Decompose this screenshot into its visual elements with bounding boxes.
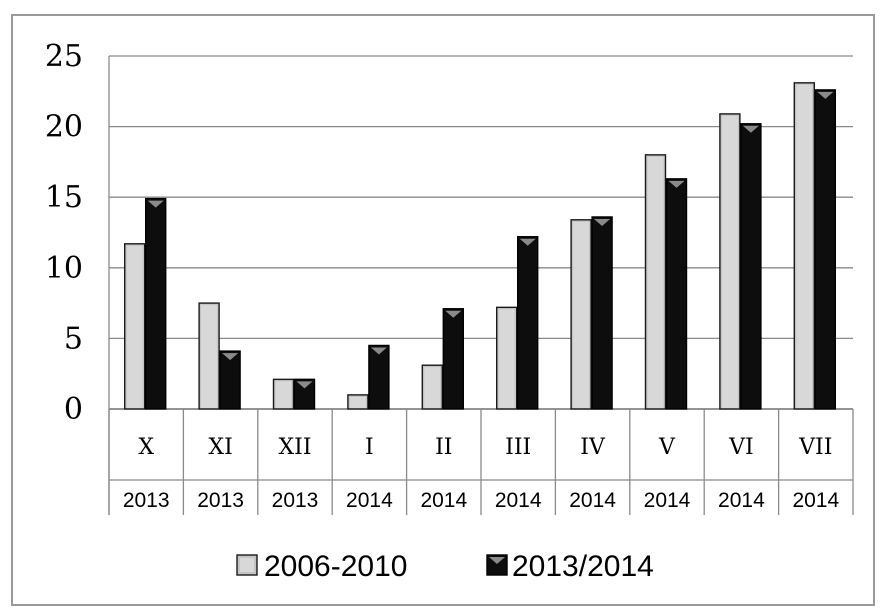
- x-year-label-7: 2014: [644, 489, 691, 512]
- bar-highlight-X: [126, 245, 143, 408]
- bar-bevel-V: [668, 180, 685, 188]
- y-tick-label-0: 0: [64, 392, 83, 427]
- x-tick-label-VII: VII: [798, 435, 832, 460]
- bar-series2-XII: [293, 378, 316, 410]
- x-tick-label-X: X: [138, 435, 154, 460]
- x-tick-label-VI: VI: [728, 435, 754, 460]
- x-year-label-6: 2014: [569, 489, 616, 512]
- bar-bevel-II: [445, 310, 462, 318]
- y-tick-label-25: 25: [45, 39, 83, 74]
- bar-bevel-IV: [594, 218, 611, 226]
- bar-series2-V: [665, 178, 688, 410]
- bar-series2-II: [442, 308, 464, 410]
- bar-highlight-IV: [573, 221, 590, 408]
- bar-bevel-VI: [742, 125, 759, 133]
- x-tick-label-II: II: [435, 435, 452, 460]
- bar-highlight-VI: [721, 115, 738, 408]
- bar-series2-I: [368, 344, 390, 410]
- y-tick-label-10: 10: [45, 251, 83, 286]
- bar-series2-IV: [591, 216, 613, 410]
- x-year-label-0: 2013: [123, 489, 170, 512]
- bar-bevel-III: [519, 238, 536, 246]
- legend-label-series1: 2006-2010: [264, 550, 407, 583]
- bar-bevel-XI: [222, 353, 239, 361]
- bar-series2-III: [517, 236, 539, 410]
- x-year-label-8: 2014: [718, 489, 765, 512]
- x-tick-label-XI: XI: [208, 435, 232, 460]
- bar-bevel-VII: [817, 91, 834, 99]
- legend-label-series2: 2013/2014: [512, 550, 654, 583]
- bar-highlight-I: [349, 396, 366, 408]
- bar-highlight-II: [424, 367, 441, 408]
- legend-swatch-bevel: [489, 557, 505, 564]
- legend-swatch-highlight: [240, 558, 254, 572]
- x-tick-label-III: III: [505, 435, 531, 460]
- x-tick-label-IV: IV: [580, 435, 606, 460]
- bar-series2-X: [144, 197, 167, 410]
- y-tick-label-20: 20: [45, 110, 83, 145]
- bar-highlight-XI: [201, 305, 218, 408]
- x-year-label-5: 2014: [495, 489, 542, 512]
- x-year-label-1: 2013: [197, 489, 244, 512]
- bar-series2-VII: [814, 89, 836, 410]
- x-tick-label-XII: XII: [278, 435, 311, 460]
- x-year-label-9: 2014: [792, 489, 839, 512]
- bar-highlight-VII: [796, 84, 813, 408]
- bar-highlight-III: [498, 309, 515, 408]
- bar-series2-XI: [219, 350, 241, 410]
- bar-bevel-XII: [296, 381, 313, 389]
- x-year-label-2: 2013: [272, 489, 319, 512]
- bar-series2-VI: [740, 123, 762, 410]
- x-year-label-3: 2014: [346, 489, 393, 512]
- bar-highlight-XII: [275, 381, 292, 408]
- bar-highlight-V: [647, 156, 664, 408]
- x-tick-label-I: I: [365, 435, 374, 460]
- x-tick-label-V: V: [658, 435, 676, 460]
- y-tick-label-15: 15: [45, 180, 83, 215]
- y-tick-label-5: 5: [64, 321, 83, 356]
- bar-bevel-I: [370, 347, 387, 355]
- x-year-label-4: 2014: [420, 489, 467, 512]
- legend-swatch-series2: [486, 554, 508, 576]
- bar-bevel-X: [147, 200, 164, 208]
